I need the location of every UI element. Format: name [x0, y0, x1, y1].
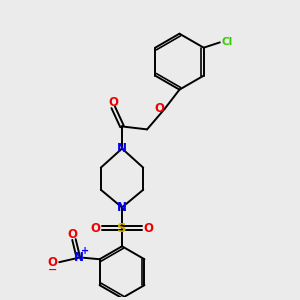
Text: +: +	[81, 246, 89, 256]
Text: O: O	[48, 256, 58, 269]
Text: O: O	[108, 96, 118, 110]
Text: −: −	[48, 265, 58, 275]
Text: S: S	[117, 221, 127, 235]
Text: O: O	[68, 228, 77, 241]
Text: O: O	[91, 221, 100, 235]
Text: N: N	[74, 251, 83, 264]
Text: O: O	[143, 221, 154, 235]
Text: Cl: Cl	[221, 38, 233, 47]
Text: O: O	[154, 102, 164, 115]
Text: N: N	[117, 201, 127, 214]
Text: N: N	[117, 142, 127, 155]
